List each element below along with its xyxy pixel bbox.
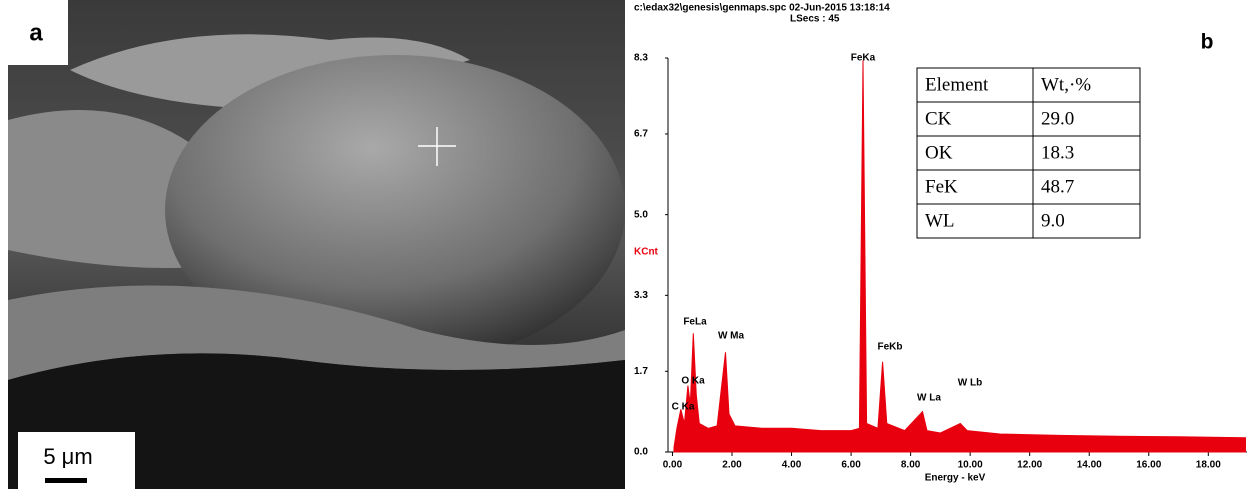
peak-label: FeKa <box>851 53 876 64</box>
peak-label: C Ka <box>672 402 695 413</box>
spectrum <box>673 60 1246 453</box>
scale-bar <box>45 478 87 483</box>
ridge <box>70 34 470 110</box>
label-box <box>8 0 68 65</box>
table-cell: 9.0 <box>1041 210 1065 231</box>
x-tick-label: 8.00 <box>901 460 921 471</box>
peak-label: W Ma <box>718 331 745 342</box>
peak-label: FeLa <box>683 317 707 328</box>
y-tick-label: 1.7 <box>634 366 648 377</box>
ledge <box>8 285 625 380</box>
table-cell: 48.7 <box>1041 176 1074 197</box>
table-header: Element <box>925 74 989 95</box>
scale-label: 5 μm <box>43 444 92 469</box>
y-tick-label: 8.3 <box>634 53 648 64</box>
x-tick-label: 10.00 <box>958 460 983 471</box>
x-axis-label: Energy - keV <box>925 473 986 484</box>
y-tick-label: 6.7 <box>634 129 648 140</box>
table-header: Wt,·% <box>1041 74 1091 95</box>
peak-label: O Ka <box>681 376 705 387</box>
y-tick-label: 0.0 <box>634 447 648 458</box>
shadow <box>8 353 625 489</box>
y-tick-label: 3.3 <box>634 290 648 301</box>
table-frame <box>916 67 1141 239</box>
chart-title: c:\edax32\genesis\genmaps.spc 02-Jun-201… <box>634 3 890 14</box>
x-tick-label: 4.00 <box>782 460 802 471</box>
peak-label: W Lb <box>958 378 982 389</box>
x-tick-label: 6.00 <box>841 460 861 471</box>
panel-label: b <box>1201 31 1214 54</box>
table-cell: WL <box>925 210 955 231</box>
y-tick-label: 5.0 <box>634 209 648 220</box>
x-tick-label: 16.00 <box>1136 460 1161 471</box>
x-tick-label: 12.00 <box>1017 460 1042 471</box>
table-cell: OK <box>925 142 953 163</box>
element-table: Element Wt,·% CK 29.0 OK 18.3 FeK 48.7 WL 9.0 <box>916 67 1141 239</box>
table-cell: 29.0 <box>1041 108 1074 129</box>
table-cell: FeK <box>925 176 958 197</box>
y-axis-label: KCnt <box>634 247 659 258</box>
x-tick-label: 14.00 <box>1077 460 1102 471</box>
x-tick-label: 2.00 <box>722 460 742 471</box>
chart-subtitle: LSecs : 45 <box>790 14 840 25</box>
peak-label: FeKb <box>878 342 903 353</box>
panel-label: a <box>29 19 43 46</box>
table-cell: CK <box>925 108 952 129</box>
x-tick-label: 18.00 <box>1196 460 1221 471</box>
table-cell: 18.3 <box>1041 142 1074 163</box>
sphere <box>165 55 625 365</box>
x-tick-label: 0.00 <box>663 460 683 471</box>
peak-label: W La <box>917 393 941 404</box>
sem-image: a 5 μm <box>8 0 625 489</box>
